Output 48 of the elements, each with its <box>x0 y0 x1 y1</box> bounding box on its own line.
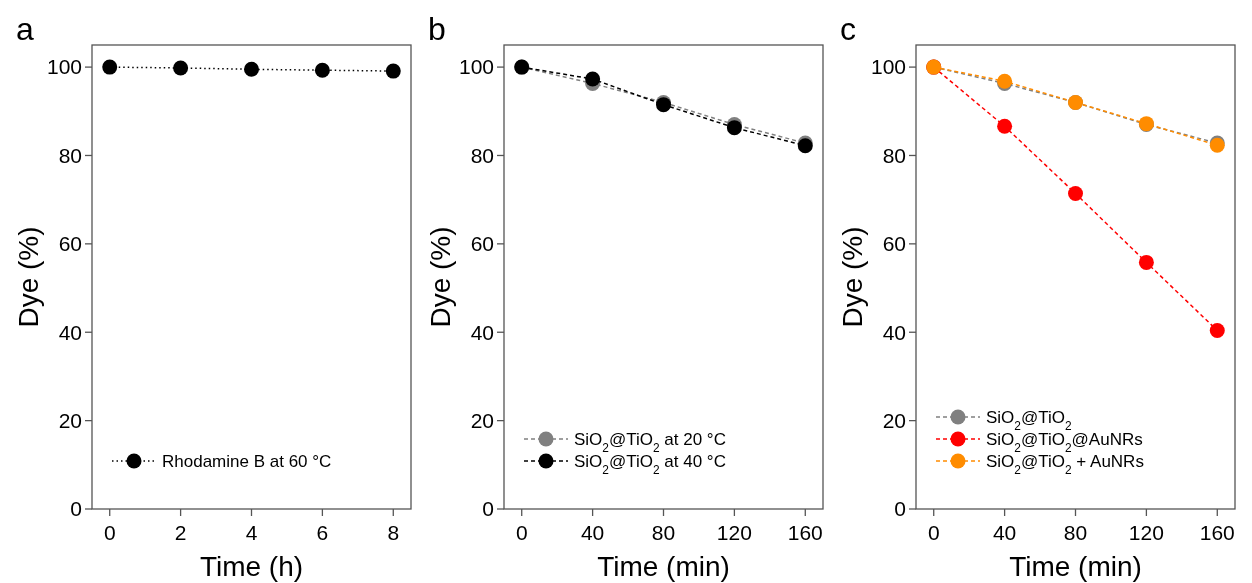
point <box>997 118 1013 134</box>
y-tick-label: 80 <box>58 143 82 167</box>
y-axis-title: Dye (%) <box>837 226 868 328</box>
y-tick-label: 0 <box>70 497 82 521</box>
point <box>585 71 601 87</box>
y-tick-label: 20 <box>882 408 906 432</box>
x-tick-label: 120 <box>716 521 752 544</box>
y-tick-label: 0 <box>894 497 906 521</box>
y-tick-label: 60 <box>882 232 906 256</box>
y-tick-label: 100 <box>458 55 494 79</box>
x-tick-label: 40 <box>992 521 1017 544</box>
x-tick-label: 120 <box>1128 521 1164 544</box>
x-axis-title: Time (h) <box>199 551 304 582</box>
x-tick-label: 0 <box>927 521 940 544</box>
y-tick-label: 100 <box>46 55 82 79</box>
y-tick-label: 20 <box>470 408 494 432</box>
point <box>1209 322 1225 338</box>
x-tick-label: 80 <box>1063 521 1088 544</box>
x-axis-title: Time (min) <box>597 551 730 582</box>
x-tick-label: 8 <box>387 521 400 544</box>
x-tick-label: 160 <box>1199 521 1235 544</box>
chart-title: a <box>16 11 34 47</box>
x-tick-label: 40 <box>580 521 605 544</box>
y-tick-label: 40 <box>58 320 82 344</box>
y-tick-label: 60 <box>470 232 494 256</box>
point <box>1138 254 1154 270</box>
y-axis-title: Dye (%) <box>425 226 456 328</box>
x-tick-label: 6 <box>316 521 329 544</box>
x-tick-label: 80 <box>651 521 676 544</box>
y-tick-label: 20 <box>58 408 82 432</box>
legend-label: Rhodamine B at 60 °C <box>162 451 332 471</box>
x-tick-label: 4 <box>245 521 258 544</box>
y-tick-label: 80 <box>882 143 906 167</box>
y-axis-title: Dye (%) <box>13 226 44 328</box>
chart-title: b <box>428 11 446 47</box>
chart-title: c <box>840 11 856 47</box>
x-tick-label: 0 <box>515 521 528 544</box>
y-tick-label: 0 <box>482 497 494 521</box>
y-tick-label: 80 <box>470 143 494 167</box>
point <box>1068 185 1083 201</box>
y-tick-label: 40 <box>470 320 494 344</box>
x-tick-label: 0 <box>103 521 116 544</box>
x-axis-title: Time (min) <box>1009 551 1142 582</box>
x-tick-label: 2 <box>174 521 187 544</box>
y-tick-label: 100 <box>870 55 906 79</box>
y-tick-label: 60 <box>58 232 82 256</box>
x-tick-label: 160 <box>787 521 823 544</box>
y-tick-label: 40 <box>882 320 906 344</box>
